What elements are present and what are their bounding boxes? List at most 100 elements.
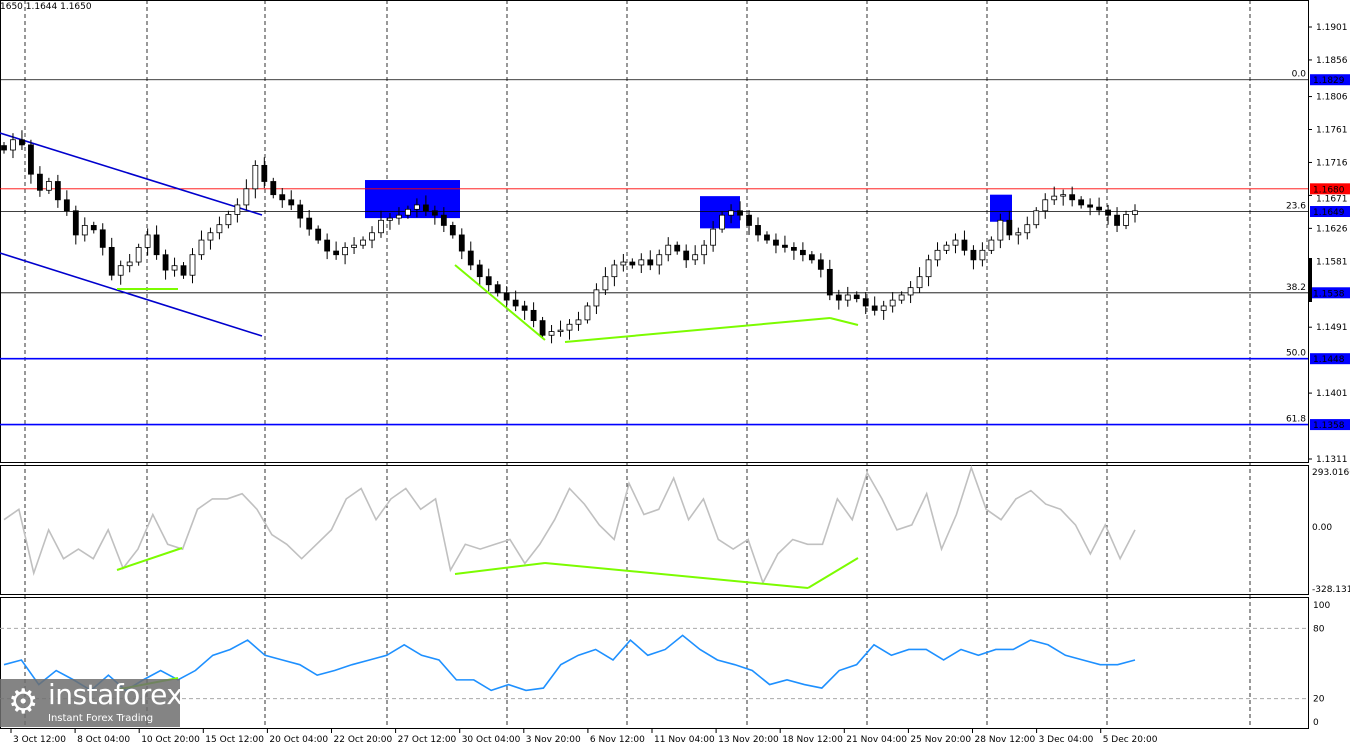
candle-body <box>243 188 250 206</box>
stochastic-line <box>3 634 1136 692</box>
candle-body <box>279 194 286 201</box>
stochastic-tick-label: 80 <box>1313 624 1325 634</box>
candle-body <box>512 299 519 307</box>
time-tick-label: 21 Nov 04:00 <box>846 735 907 745</box>
signal-zone-rectangle <box>990 194 1012 222</box>
price-tick-label: 1.1901 <box>1316 23 1348 33</box>
candle-body <box>99 229 106 248</box>
stochastic-tick-label: 0 <box>1313 718 1319 728</box>
oscillator-tick-label: 293.0166 <box>1312 468 1350 478</box>
candle-body <box>306 217 313 230</box>
candle-body <box>961 239 968 251</box>
candle-body <box>144 234 151 248</box>
time-tick-label: 10 Oct 20:00 <box>141 735 200 745</box>
candle-body <box>189 254 196 276</box>
candle-body <box>1033 210 1040 226</box>
price-tick-label: 1.1761 <box>1316 126 1348 136</box>
candle-body <box>1024 224 1031 234</box>
candle-body <box>683 250 690 261</box>
candle-body <box>764 234 770 241</box>
candle-body <box>162 254 169 271</box>
candle-body <box>494 284 501 294</box>
candle-body <box>387 217 393 221</box>
candle-body <box>862 298 869 307</box>
oscillator-tick-label: 0.00 <box>1312 523 1332 533</box>
time-tick-label: 30 Oct 04:00 <box>462 735 521 745</box>
price-tag-label: 1.1358 <box>1313 421 1345 431</box>
time-tick-label: 28 Nov 12:00 <box>975 735 1036 745</box>
time-tick-label: 11 Nov 04:00 <box>654 735 715 745</box>
candle-body <box>746 214 752 226</box>
candle-body <box>629 261 636 266</box>
candle-body <box>360 239 366 246</box>
candle-body <box>656 254 663 266</box>
candle-body <box>396 214 402 219</box>
candle-body <box>988 239 995 251</box>
candle-body <box>81 225 88 236</box>
candle-body <box>710 228 717 246</box>
price-tag <box>1310 206 1350 218</box>
fib-level-label: 23.6 <box>1286 202 1306 212</box>
logo-name: instaforex <box>48 678 183 711</box>
candle-body <box>72 210 79 236</box>
fib-level-label: 38.2 <box>1286 283 1306 293</box>
fib-level-label: 50.0 <box>1286 349 1306 359</box>
candle-body <box>180 265 187 276</box>
stochastic-tick-label: 20 <box>1313 695 1325 705</box>
candle-body <box>108 246 115 276</box>
candle-body <box>755 225 761 236</box>
divergence-line <box>807 557 859 589</box>
candle-body <box>476 264 483 278</box>
price-panel-frame <box>0 0 1309 463</box>
candle-body <box>1051 195 1058 201</box>
candle-body <box>1078 199 1085 206</box>
candle-body <box>153 234 160 256</box>
candle-body <box>530 309 537 322</box>
candle-body <box>1114 214 1120 226</box>
candle-body <box>198 239 205 256</box>
price-tag-label: 1.1448 <box>1313 355 1345 365</box>
candle-body <box>225 214 232 226</box>
candle-body <box>557 329 564 332</box>
candle-body <box>207 232 214 241</box>
price-tag-label: 1.1829 <box>1313 76 1345 86</box>
candle-body <box>1 145 7 151</box>
price-tick-label: 1.1716 <box>1316 158 1348 168</box>
price-tick-label: 1.1626 <box>1316 224 1348 234</box>
candle-body <box>1042 199 1049 212</box>
signal-zone-rectangle <box>365 180 460 219</box>
time-tick-label: 3 Oct 12:00 <box>13 735 66 745</box>
candle-body <box>431 210 438 216</box>
time-tick-label: 18 Nov 12:00 <box>782 735 843 745</box>
candle-body <box>898 294 905 301</box>
candle-body <box>1069 194 1076 201</box>
candle-body <box>378 219 384 234</box>
price-tag <box>1310 74 1350 86</box>
candle-body <box>1060 194 1067 197</box>
logo-tagline: Instant Forex Trading <box>48 713 154 724</box>
divergence-line <box>829 317 859 326</box>
candle-body <box>54 181 61 201</box>
candle-body <box>252 164 259 190</box>
candle-body <box>10 139 16 151</box>
candle-body <box>602 276 609 291</box>
candle-body <box>934 249 941 261</box>
candle-body <box>728 210 734 216</box>
candle-body <box>485 276 492 286</box>
ohlc-readout: 1650 1.1644 1.1650 <box>0 2 92 12</box>
candle-body <box>297 204 304 219</box>
candle-body <box>817 259 824 270</box>
candle-body <box>37 173 43 191</box>
channel-upper-line <box>0 132 263 216</box>
candle-body <box>28 144 34 175</box>
candle-body <box>216 224 223 234</box>
current-price-marker <box>1309 258 1312 302</box>
time-tick-label: 13 Nov 20:00 <box>718 735 779 745</box>
candle-body <box>342 246 348 256</box>
price-tag <box>1310 353 1350 365</box>
candle-body <box>701 244 708 256</box>
divergence-line <box>544 562 809 589</box>
candle-body <box>135 246 142 263</box>
candle-body <box>369 232 375 241</box>
